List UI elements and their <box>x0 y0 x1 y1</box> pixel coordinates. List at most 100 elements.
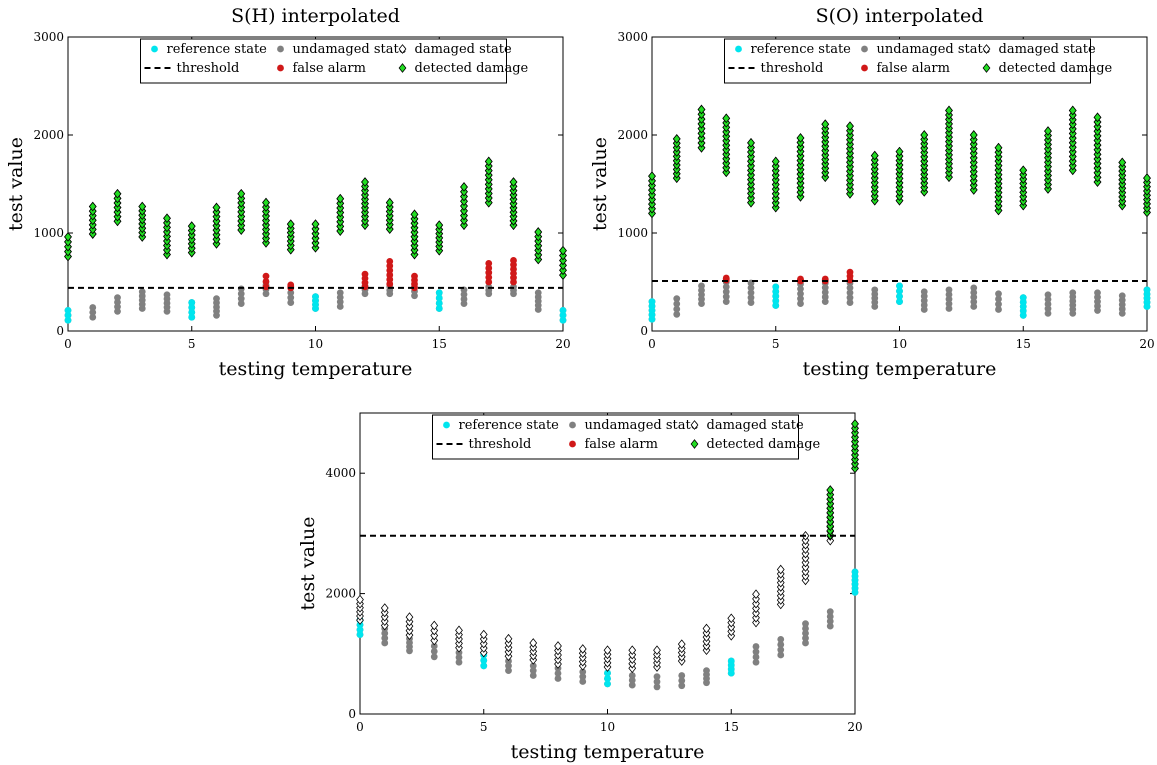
false-alarm-point <box>262 283 270 291</box>
undamaged-point <box>995 295 1002 303</box>
undamaged-point <box>579 668 587 676</box>
damaged-point <box>554 641 562 651</box>
undamaged-point <box>430 647 438 655</box>
detected-damage-point <box>672 134 681 144</box>
detected-damage-point <box>88 201 97 212</box>
reference-point <box>559 311 567 319</box>
detected-damage-point <box>212 202 221 213</box>
undamaged-point <box>381 634 389 642</box>
undamaged-point <box>871 286 879 294</box>
detected-damage-point <box>1019 165 1028 176</box>
reference-point <box>851 568 859 576</box>
x-tick-label: 20 <box>555 337 570 351</box>
false-alarm-point <box>485 278 493 286</box>
x-tick-label: 20 <box>1139 337 1154 351</box>
detected-damage-point <box>559 250 567 261</box>
x-tick-label: 5 <box>772 337 780 351</box>
detected-damage-point <box>64 251 72 262</box>
damaged-point <box>380 603 389 613</box>
legend: reference state undamaged state damaged st… <box>140 38 529 84</box>
chart-title: S(O) interpolated <box>816 5 984 27</box>
reference-point <box>356 626 364 634</box>
reference-point <box>896 292 903 300</box>
damaged-point <box>776 564 785 575</box>
undamaged-point <box>722 298 730 305</box>
undamaged-point <box>802 625 809 632</box>
undamaged-point <box>846 289 854 297</box>
undamaged-point <box>802 620 809 628</box>
reference-point <box>727 657 735 665</box>
undamaged-point <box>430 653 438 661</box>
reference-point <box>480 657 488 664</box>
data-marks <box>648 104 1151 323</box>
legend-false-alarm-label: false alarm <box>585 437 658 452</box>
undamaged-point <box>138 288 146 296</box>
x-tick-label: 5 <box>480 720 488 734</box>
undamaged-point <box>1044 309 1052 317</box>
undamaged-point <box>846 299 854 306</box>
legend-damaged-marker <box>690 420 699 430</box>
undamaged-point <box>797 290 804 298</box>
undamaged-point <box>628 681 636 689</box>
false-alarm-point <box>287 281 295 289</box>
legend-reference-label: reference state <box>167 42 268 57</box>
legend-threshold-label: threshold <box>761 61 824 76</box>
x-tick-label: 0 <box>356 720 364 734</box>
y-tick-label: 3000 <box>617 30 648 44</box>
detected-damage-point <box>64 246 72 257</box>
detected-damage-point <box>826 485 835 495</box>
y-tick-label: 2000 <box>33 128 64 142</box>
undamaged-point <box>722 283 730 291</box>
reference-point <box>312 293 319 301</box>
legend-reference-marker <box>443 421 450 429</box>
undamaged-point <box>722 293 730 301</box>
x-tick-label: 5 <box>188 337 196 351</box>
undamaged-point <box>802 629 809 637</box>
undamaged-point <box>579 673 587 681</box>
detected-damage-point <box>311 219 320 230</box>
undamaged-point <box>381 629 389 637</box>
undamaged-point <box>287 289 295 297</box>
reference-point <box>64 307 72 314</box>
false-alarm-point <box>485 264 493 272</box>
data-marks <box>64 156 567 324</box>
undamaged-point <box>678 682 686 690</box>
legend-detected-marker <box>690 439 699 449</box>
undamaged-point <box>995 290 1002 298</box>
undamaged-point <box>673 300 681 308</box>
undamaged-point <box>722 288 730 296</box>
y-tick-label: 2000 <box>325 587 356 601</box>
undamaged-point <box>554 669 562 677</box>
reference-point <box>772 292 780 300</box>
false-alarm-point <box>510 257 517 264</box>
undamaged-point <box>802 639 809 647</box>
detected-damage-point <box>534 227 543 237</box>
undamaged-point <box>920 288 928 296</box>
detected-damage-point <box>559 245 567 256</box>
undamaged-point <box>678 672 686 679</box>
legend-undamaged-label: undamaged state <box>293 42 407 57</box>
legend-false-alarm-label: false alarm <box>293 61 366 76</box>
undamaged-point <box>430 642 438 650</box>
false-alarm-point <box>411 272 418 280</box>
detected-damage-point <box>895 146 904 157</box>
undamaged-point <box>163 291 171 299</box>
damaged-point <box>430 620 439 631</box>
detected-damage-point <box>1143 173 1151 183</box>
y-tick-label: 3000 <box>33 30 64 44</box>
damaged-point <box>356 594 364 605</box>
legend-undamaged-marker <box>861 45 868 53</box>
x-axis-label: testing temperature <box>511 741 705 763</box>
reference-point <box>188 299 196 306</box>
reference-point <box>64 311 72 319</box>
false-alarm-point <box>262 272 270 280</box>
undamaged-point <box>381 639 389 647</box>
detected-damage-point <box>187 221 196 231</box>
x-tick-label: 0 <box>648 337 656 351</box>
legend-reference-label: reference state <box>459 418 560 433</box>
legend-damaged-label: damaged state <box>999 42 1096 57</box>
undamaged-point <box>797 295 804 303</box>
detected-damage-point <box>559 255 567 266</box>
legend-reference-marker <box>151 45 158 53</box>
undamaged-point <box>1069 289 1077 297</box>
